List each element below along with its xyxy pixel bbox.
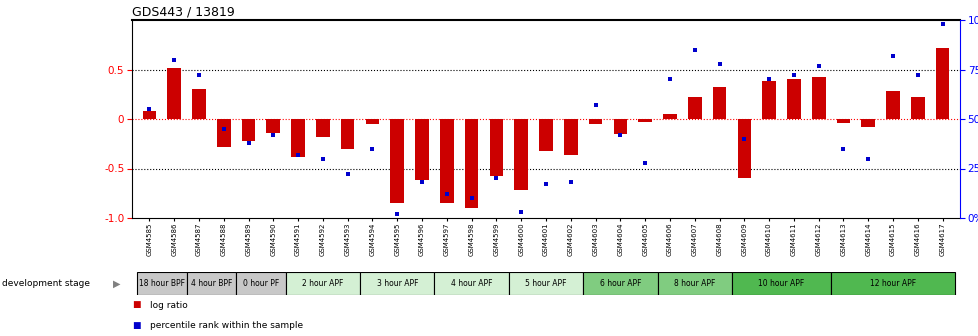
- Bar: [638, 119, 651, 122]
- Bar: [911, 97, 924, 119]
- Text: 0 hour PF: 0 hour PF: [243, 279, 279, 288]
- Bar: [137, 272, 187, 295]
- Bar: [712, 87, 726, 119]
- Bar: [286, 272, 360, 295]
- Bar: [242, 119, 255, 141]
- Bar: [885, 91, 899, 119]
- Bar: [291, 119, 304, 157]
- Bar: [786, 79, 800, 119]
- Bar: [217, 119, 230, 147]
- Bar: [613, 119, 627, 134]
- Text: ▶: ▶: [112, 279, 120, 289]
- Bar: [732, 272, 830, 295]
- Bar: [513, 119, 527, 190]
- Bar: [192, 89, 205, 119]
- Bar: [489, 119, 503, 176]
- Bar: [662, 114, 676, 119]
- Bar: [539, 119, 553, 151]
- Bar: [861, 119, 874, 127]
- Text: 3 hour APF: 3 hour APF: [377, 279, 418, 288]
- Bar: [167, 68, 181, 119]
- Bar: [316, 119, 330, 137]
- Bar: [187, 272, 236, 295]
- Text: GDS443 / 13819: GDS443 / 13819: [132, 6, 235, 19]
- Bar: [434, 272, 509, 295]
- Bar: [563, 119, 577, 155]
- Bar: [830, 272, 955, 295]
- Bar: [588, 119, 601, 124]
- Bar: [657, 272, 732, 295]
- Bar: [266, 119, 280, 133]
- Bar: [465, 119, 478, 208]
- Bar: [236, 272, 286, 295]
- Text: 12 hour APF: 12 hour APF: [869, 279, 915, 288]
- Bar: [143, 111, 156, 119]
- Bar: [509, 272, 583, 295]
- Bar: [390, 119, 404, 203]
- Text: 4 hour BPF: 4 hour BPF: [191, 279, 232, 288]
- Text: 18 hour BPF: 18 hour BPF: [139, 279, 185, 288]
- Bar: [736, 119, 750, 178]
- Bar: [365, 119, 378, 124]
- Bar: [935, 48, 949, 119]
- Bar: [340, 119, 354, 149]
- Text: 2 hour APF: 2 hour APF: [302, 279, 343, 288]
- Bar: [762, 81, 776, 119]
- Text: ■: ■: [132, 300, 141, 309]
- Bar: [836, 119, 850, 123]
- Bar: [811, 77, 824, 119]
- Text: development stage: development stage: [2, 279, 90, 288]
- Text: 10 hour APF: 10 hour APF: [758, 279, 804, 288]
- Text: log ratio: log ratio: [150, 300, 187, 309]
- Bar: [439, 119, 453, 203]
- Bar: [415, 119, 428, 180]
- Bar: [688, 97, 701, 119]
- Bar: [360, 272, 434, 295]
- Text: 4 hour APF: 4 hour APF: [451, 279, 492, 288]
- Bar: [583, 272, 657, 295]
- Text: 6 hour APF: 6 hour APF: [599, 279, 641, 288]
- Text: percentile rank within the sample: percentile rank within the sample: [150, 321, 302, 330]
- Text: 8 hour APF: 8 hour APF: [674, 279, 715, 288]
- Text: 5 hour APF: 5 hour APF: [525, 279, 566, 288]
- Text: ■: ■: [132, 321, 141, 330]
